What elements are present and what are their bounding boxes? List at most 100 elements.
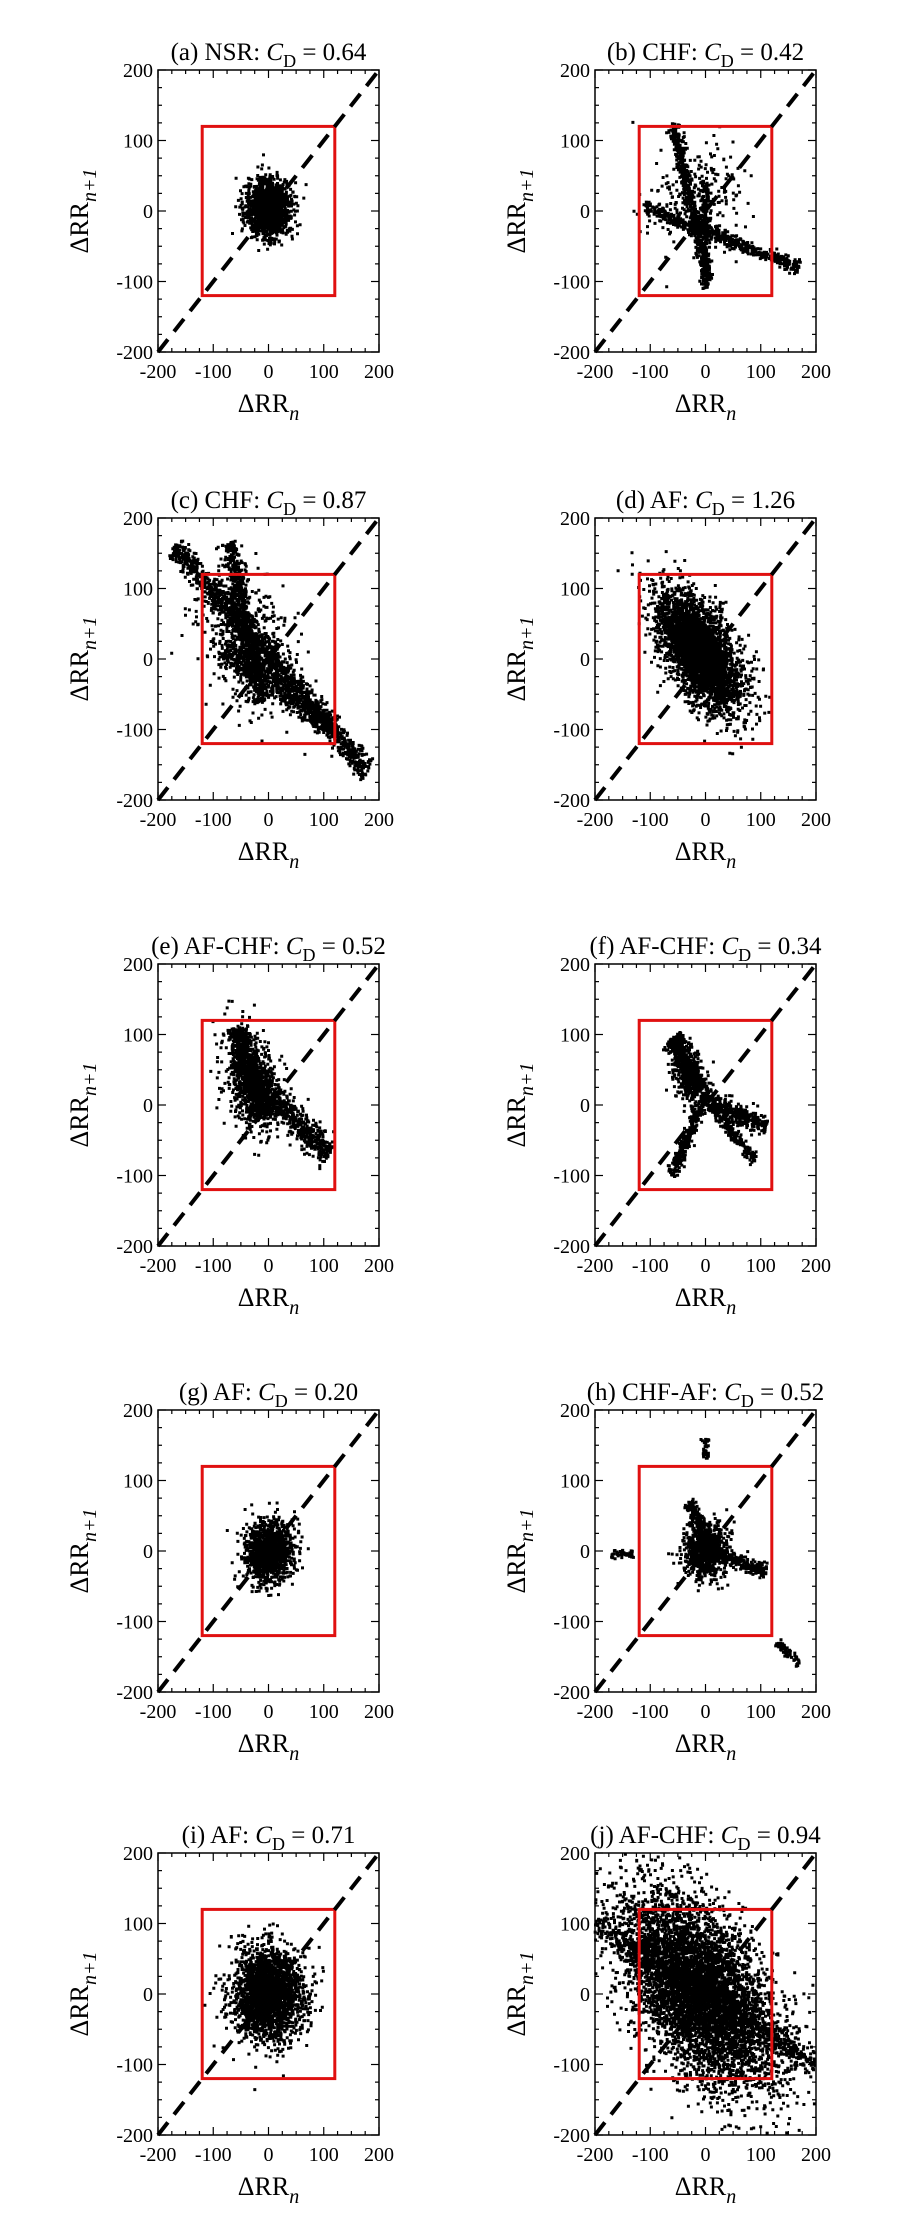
x-tick-label: 200 (364, 1701, 394, 1723)
x-tick-label: 100 (746, 2144, 776, 2166)
title-label: (g) AF: (179, 1379, 258, 1406)
title-label: (f) AF-CHF: (589, 933, 721, 960)
x-label-main: ΔRR (675, 837, 727, 866)
x-tick-label: 0 (264, 361, 274, 383)
panel-title: (b) CHF: CD = 0.42 (607, 39, 804, 71)
identity-line (156, 1408, 381, 1694)
x-tick-label: 200 (801, 2144, 831, 2166)
title-cd-value: = 0.52 (754, 1379, 824, 1406)
panel-a: (a) NSR: CD = 0.64 -200-200 -100 -100 0 0 100 1… (65, 39, 394, 425)
x-axis-label: ΔRRn (675, 2172, 736, 2208)
identity-line (593, 1851, 818, 2137)
title-label: (j) AF-CHF: (590, 1822, 721, 1849)
y-tick-label: -200 (116, 1236, 153, 1258)
x-tick-label: 200 (801, 1701, 831, 1723)
y-label-sub: n+1 (516, 1509, 538, 1543)
y-tick-label: 200 (560, 508, 590, 530)
y-tick-label: -200 (553, 342, 590, 364)
title-cd-value: = 1.26 (725, 487, 795, 514)
x-tick-label: -200 (577, 1255, 614, 1277)
x-tick-label: -100 (632, 809, 669, 831)
title-cd-symbol: C (721, 1822, 738, 1849)
title-cd-subscript: D (712, 499, 725, 519)
window-square (637, 1907, 774, 2081)
title-cd-symbol: C (255, 1822, 272, 1849)
x-tick-label: -100 (195, 1701, 232, 1723)
x-axis-label: ΔRRn (675, 1283, 736, 1319)
scatter-points (209, 999, 336, 1171)
x-label-sub: n (289, 1297, 299, 1319)
panel-title: (j) AF-CHF: CD = 0.94 (590, 1822, 821, 1854)
x-label-main: ΔRR (675, 2172, 727, 2201)
window-square (637, 1018, 774, 1192)
y-tick-label: -200 (116, 790, 153, 812)
window-square (637, 124, 774, 298)
y-tick-label: -100 (553, 1166, 590, 1188)
panel-i: (i) AF: CD = 0.71 -200-200 -100 -100 0 0 100 10… (65, 1822, 394, 2208)
x-tick-label: 200 (364, 1255, 394, 1277)
title-cd-symbol: C (721, 933, 738, 960)
scatter-points (631, 120, 802, 291)
y-label-sub: n+1 (516, 617, 538, 651)
y-tick-label: 0 (580, 1984, 590, 2006)
y-tick-label: -200 (116, 1682, 153, 1704)
identity-line (593, 68, 818, 354)
x-tick-label: -100 (632, 1255, 669, 1277)
title-cd-value: = 0.94 (750, 1822, 821, 1849)
y-tick-label: 100 (123, 1025, 153, 1047)
x-tick-label: -100 (195, 2144, 232, 2166)
title-cd-value: = 0.42 (734, 39, 804, 66)
x-axis-label: ΔRRn (675, 1729, 736, 1765)
x-tick-label: -100 (632, 1701, 669, 1723)
title-label: (i) AF: (182, 1822, 256, 1849)
window-square (200, 124, 337, 298)
x-tick-label: 100 (746, 1255, 776, 1277)
y-tick-label: -100 (553, 2055, 590, 2077)
y-tick-label: 100 (123, 1914, 153, 1936)
x-label-sub: n (726, 1297, 736, 1319)
x-label-main: ΔRR (238, 1729, 290, 1758)
x-label-main: ΔRR (238, 2172, 290, 2201)
identity-line (156, 1851, 381, 2137)
y-label-sub: n+1 (516, 169, 538, 203)
title-cd-subscript: D (283, 51, 296, 71)
x-tick-label: -200 (577, 2144, 614, 2166)
y-axis-label: ΔRRn+1 (65, 1063, 101, 1148)
scatter-points (231, 153, 308, 252)
x-label-sub: n (726, 851, 736, 873)
scatter-points (662, 1031, 769, 1178)
panel-title: (c) CHF: CD = 0.87 (171, 487, 367, 519)
x-label-main: ΔRR (675, 1283, 727, 1312)
y-axis-label: ΔRRn+1 (65, 1952, 101, 2037)
x-label-sub: n (726, 2186, 736, 2208)
title-cd-symbol: C (266, 487, 283, 514)
panel-d: (d) AF: CD = 1.26 -200-200 -100 -100 0 0 100 10… (502, 487, 831, 873)
y-tick-label: 100 (560, 1025, 590, 1047)
scatter-points (593, 1852, 817, 2135)
panel-title: (g) AF: CD = 0.20 (179, 1379, 358, 1411)
y-label-sub: n+1 (79, 1509, 101, 1543)
y-tick-label: -200 (553, 2125, 590, 2147)
y-tick-label: -200 (116, 342, 153, 364)
title-cd-value: = 0.71 (285, 1822, 355, 1849)
y-tick-label: 100 (123, 579, 153, 601)
identity-line (156, 516, 381, 802)
y-tick-label: 100 (560, 579, 590, 601)
x-tick-label: 100 (746, 361, 776, 383)
title-cd-subscript: D (741, 1391, 754, 1411)
x-tick-label: -200 (140, 1255, 177, 1277)
panel-title: (i) AF: CD = 0.71 (182, 1822, 356, 1854)
y-label-main: ΔRR (65, 201, 94, 253)
title-cd-subscript: D (303, 945, 316, 965)
y-axis-label: ΔRRn+1 (502, 1952, 538, 2037)
y-tick-label: -100 (116, 1166, 153, 1188)
y-axis-label: ΔRRn+1 (65, 617, 101, 702)
scatter-points (168, 539, 375, 782)
x-tick-label: 0 (264, 2144, 274, 2166)
title-cd-subscript: D (283, 499, 296, 519)
title-cd-value: = 0.87 (296, 487, 366, 514)
y-axis-label: ΔRRn+1 (502, 169, 538, 254)
title-label: (h) CHF-AF: (587, 1379, 725, 1406)
x-tick-label: 100 (746, 1701, 776, 1723)
identity-line (156, 962, 381, 1248)
